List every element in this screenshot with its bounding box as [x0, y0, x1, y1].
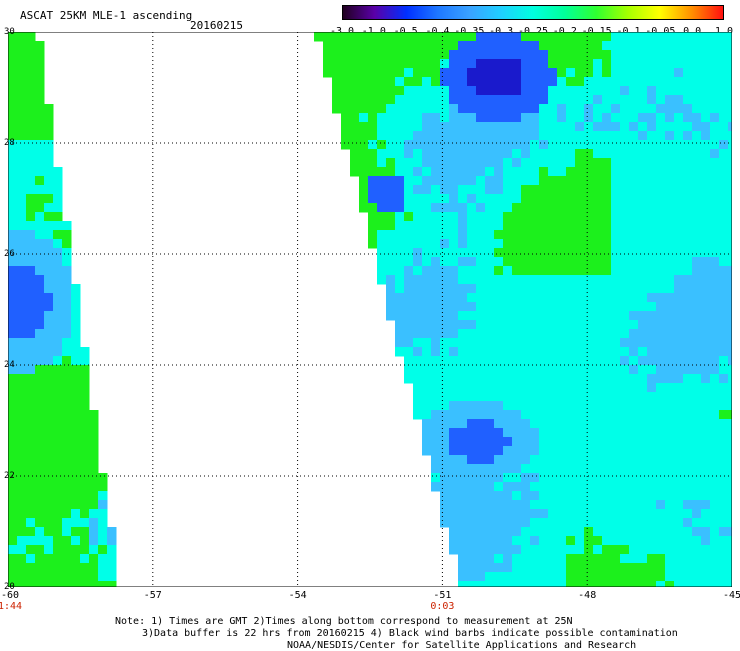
latitude-label: 28: [4, 138, 15, 148]
map-date: 20160215: [190, 19, 243, 32]
latitude-label: 24: [4, 360, 15, 370]
colorbar: [342, 5, 724, 20]
lat-lon-grid: [8, 32, 732, 587]
longitude-label: -48: [578, 590, 597, 601]
note-line-2: 3)Data buffer is 22 hrs from 20160215 4)…: [142, 628, 678, 639]
latitude-label: 20: [4, 582, 15, 592]
latitude-label: 26: [4, 249, 15, 259]
longitude-label: -57: [143, 590, 162, 601]
map-title: ASCAT 25KM MLE-1 ascending: [20, 9, 193, 22]
latitude-label: 30: [4, 27, 15, 37]
swath-map: [8, 32, 732, 587]
swath-data: [8, 32, 732, 587]
longitude-label: -51: [433, 590, 452, 601]
latitude-label: 22: [4, 471, 15, 481]
longitude-label: -54: [288, 590, 307, 601]
note-line-1: Note: 1) Times are GMT 2)Times along bot…: [115, 616, 573, 627]
note-line-3: NOAA/NESDIS/Center for Satellite Applica…: [287, 640, 637, 651]
longitude-label: -60: [0, 590, 20, 601]
time-label: 1:44: [0, 601, 23, 612]
longitude-label: -45: [722, 590, 740, 601]
time-label: 0:03: [430, 601, 455, 612]
